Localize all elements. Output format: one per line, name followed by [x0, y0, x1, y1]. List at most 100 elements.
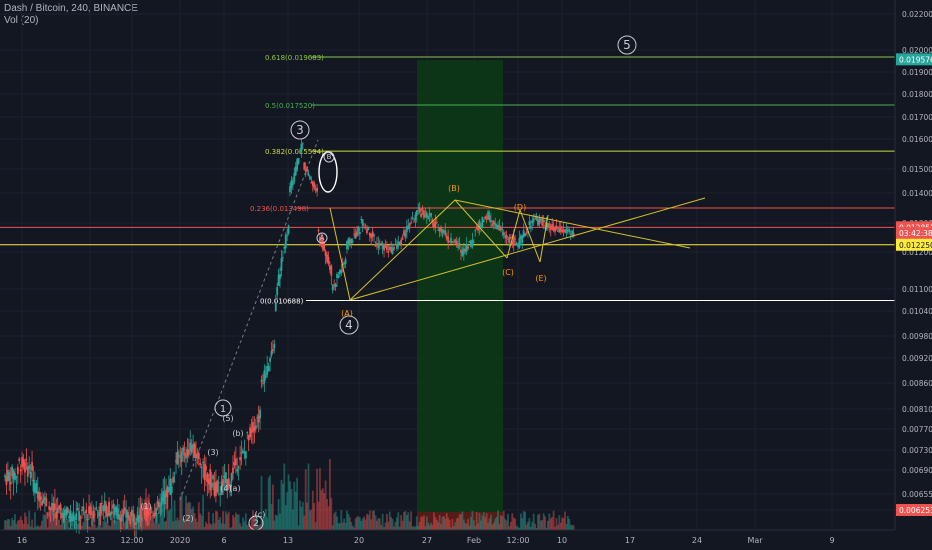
volume-bar: [527, 521, 529, 530]
volume-bar: [138, 497, 140, 530]
candle-body: [217, 482, 220, 484]
volume-bar: [229, 527, 232, 530]
volume-bar: [143, 499, 146, 530]
candle-body: [366, 229, 368, 234]
volume-bar: [16, 520, 19, 530]
volume-bar: [89, 527, 92, 530]
candle-body: [234, 458, 237, 466]
candle-body: [548, 223, 551, 227]
volume-bar: [336, 516, 338, 530]
volume-bar: [498, 524, 501, 530]
candle-body: [146, 508, 149, 518]
volume-bar: [195, 518, 197, 530]
candle-body: [504, 235, 507, 238]
volume-bar: [500, 515, 502, 530]
volume-bar: [356, 516, 358, 530]
volume-bar: [39, 525, 42, 530]
wave-label: (b): [232, 429, 243, 438]
volume-bar: [91, 516, 93, 530]
candle-body: [274, 303, 277, 311]
candle-body: [393, 247, 395, 250]
volume-bar: [505, 520, 508, 530]
candle-body: [391, 248, 394, 255]
volume-bar: [467, 518, 470, 530]
candle-body: [102, 505, 105, 512]
candle-body: [346, 241, 348, 250]
candle-body: [541, 218, 544, 226]
candle-body: [128, 515, 130, 520]
candle-body: [535, 216, 538, 220]
volume-bar: [424, 526, 427, 530]
candle-body: [230, 472, 233, 482]
volume-bar: [193, 513, 196, 530]
candle-body: [502, 232, 505, 236]
candle-body: [317, 229, 320, 232]
volume-bar: [431, 524, 434, 530]
volume-bar: [538, 513, 541, 530]
candle-body: [108, 501, 110, 517]
candle-body: [35, 483, 38, 494]
volume-bar: [407, 512, 410, 530]
volume-bar: [569, 524, 572, 530]
candle-body: [538, 218, 541, 225]
candle-body: [202, 461, 204, 464]
candle-body: [386, 245, 388, 250]
volume-bar: [95, 527, 98, 530]
volume-bar: [81, 525, 83, 530]
volume-bar: [166, 493, 169, 530]
volume-bar: [5, 520, 8, 530]
candle-body: [222, 478, 224, 486]
volume-bar: [474, 525, 477, 530]
candle-body: [515, 243, 518, 246]
triangle-trend-line: [454, 199, 691, 249]
volume-bar: [115, 520, 118, 530]
candle-body: [49, 508, 52, 511]
volume-bar: [444, 518, 447, 530]
volume-bar: [15, 523, 18, 530]
candle-body: [501, 229, 504, 231]
volume-bar: [425, 516, 428, 530]
volume-bar: [31, 519, 33, 530]
candle-body: [143, 509, 146, 516]
volume-bar: [162, 510, 165, 530]
volume-bar: [96, 526, 99, 530]
volume-bar: [273, 520, 276, 530]
wave-label: (a): [229, 484, 240, 493]
volume-bar: [524, 511, 527, 530]
volume-bar: [101, 527, 103, 530]
volume-bar: [68, 527, 71, 530]
candle-body: [491, 224, 494, 227]
volume-bar: [542, 513, 545, 530]
volume-bar: [185, 495, 187, 530]
volume-bar: [130, 510, 133, 530]
volume-bar: [346, 510, 348, 530]
volume-bar: [324, 480, 327, 530]
candle-body: [347, 238, 350, 245]
candle-body: [206, 473, 209, 482]
volume-bar: [242, 517, 244, 530]
candle-body: [290, 180, 293, 188]
volume-bar: [380, 525, 383, 530]
candle-body: [155, 507, 157, 517]
volume-bar: [418, 521, 421, 530]
volume-bar: [153, 522, 156, 530]
candle-body: [205, 465, 207, 471]
candle-body: [301, 142, 304, 144]
volume-bar: [303, 515, 306, 530]
candle-body: [354, 233, 357, 239]
volume-bar: [35, 526, 38, 530]
volume-bar: [387, 521, 390, 530]
candle-body: [300, 143, 303, 153]
volume-bar: [314, 522, 317, 530]
candle-body: [132, 514, 135, 523]
volume-indicator-label: Vol (20): [4, 15, 39, 26]
candle-body: [547, 223, 549, 228]
candle-body: [209, 469, 212, 491]
candle-body: [467, 246, 470, 249]
candle-body: [562, 229, 565, 232]
candle-body: [542, 220, 545, 223]
volume-bar: [564, 511, 566, 530]
candle-body: [96, 510, 99, 512]
